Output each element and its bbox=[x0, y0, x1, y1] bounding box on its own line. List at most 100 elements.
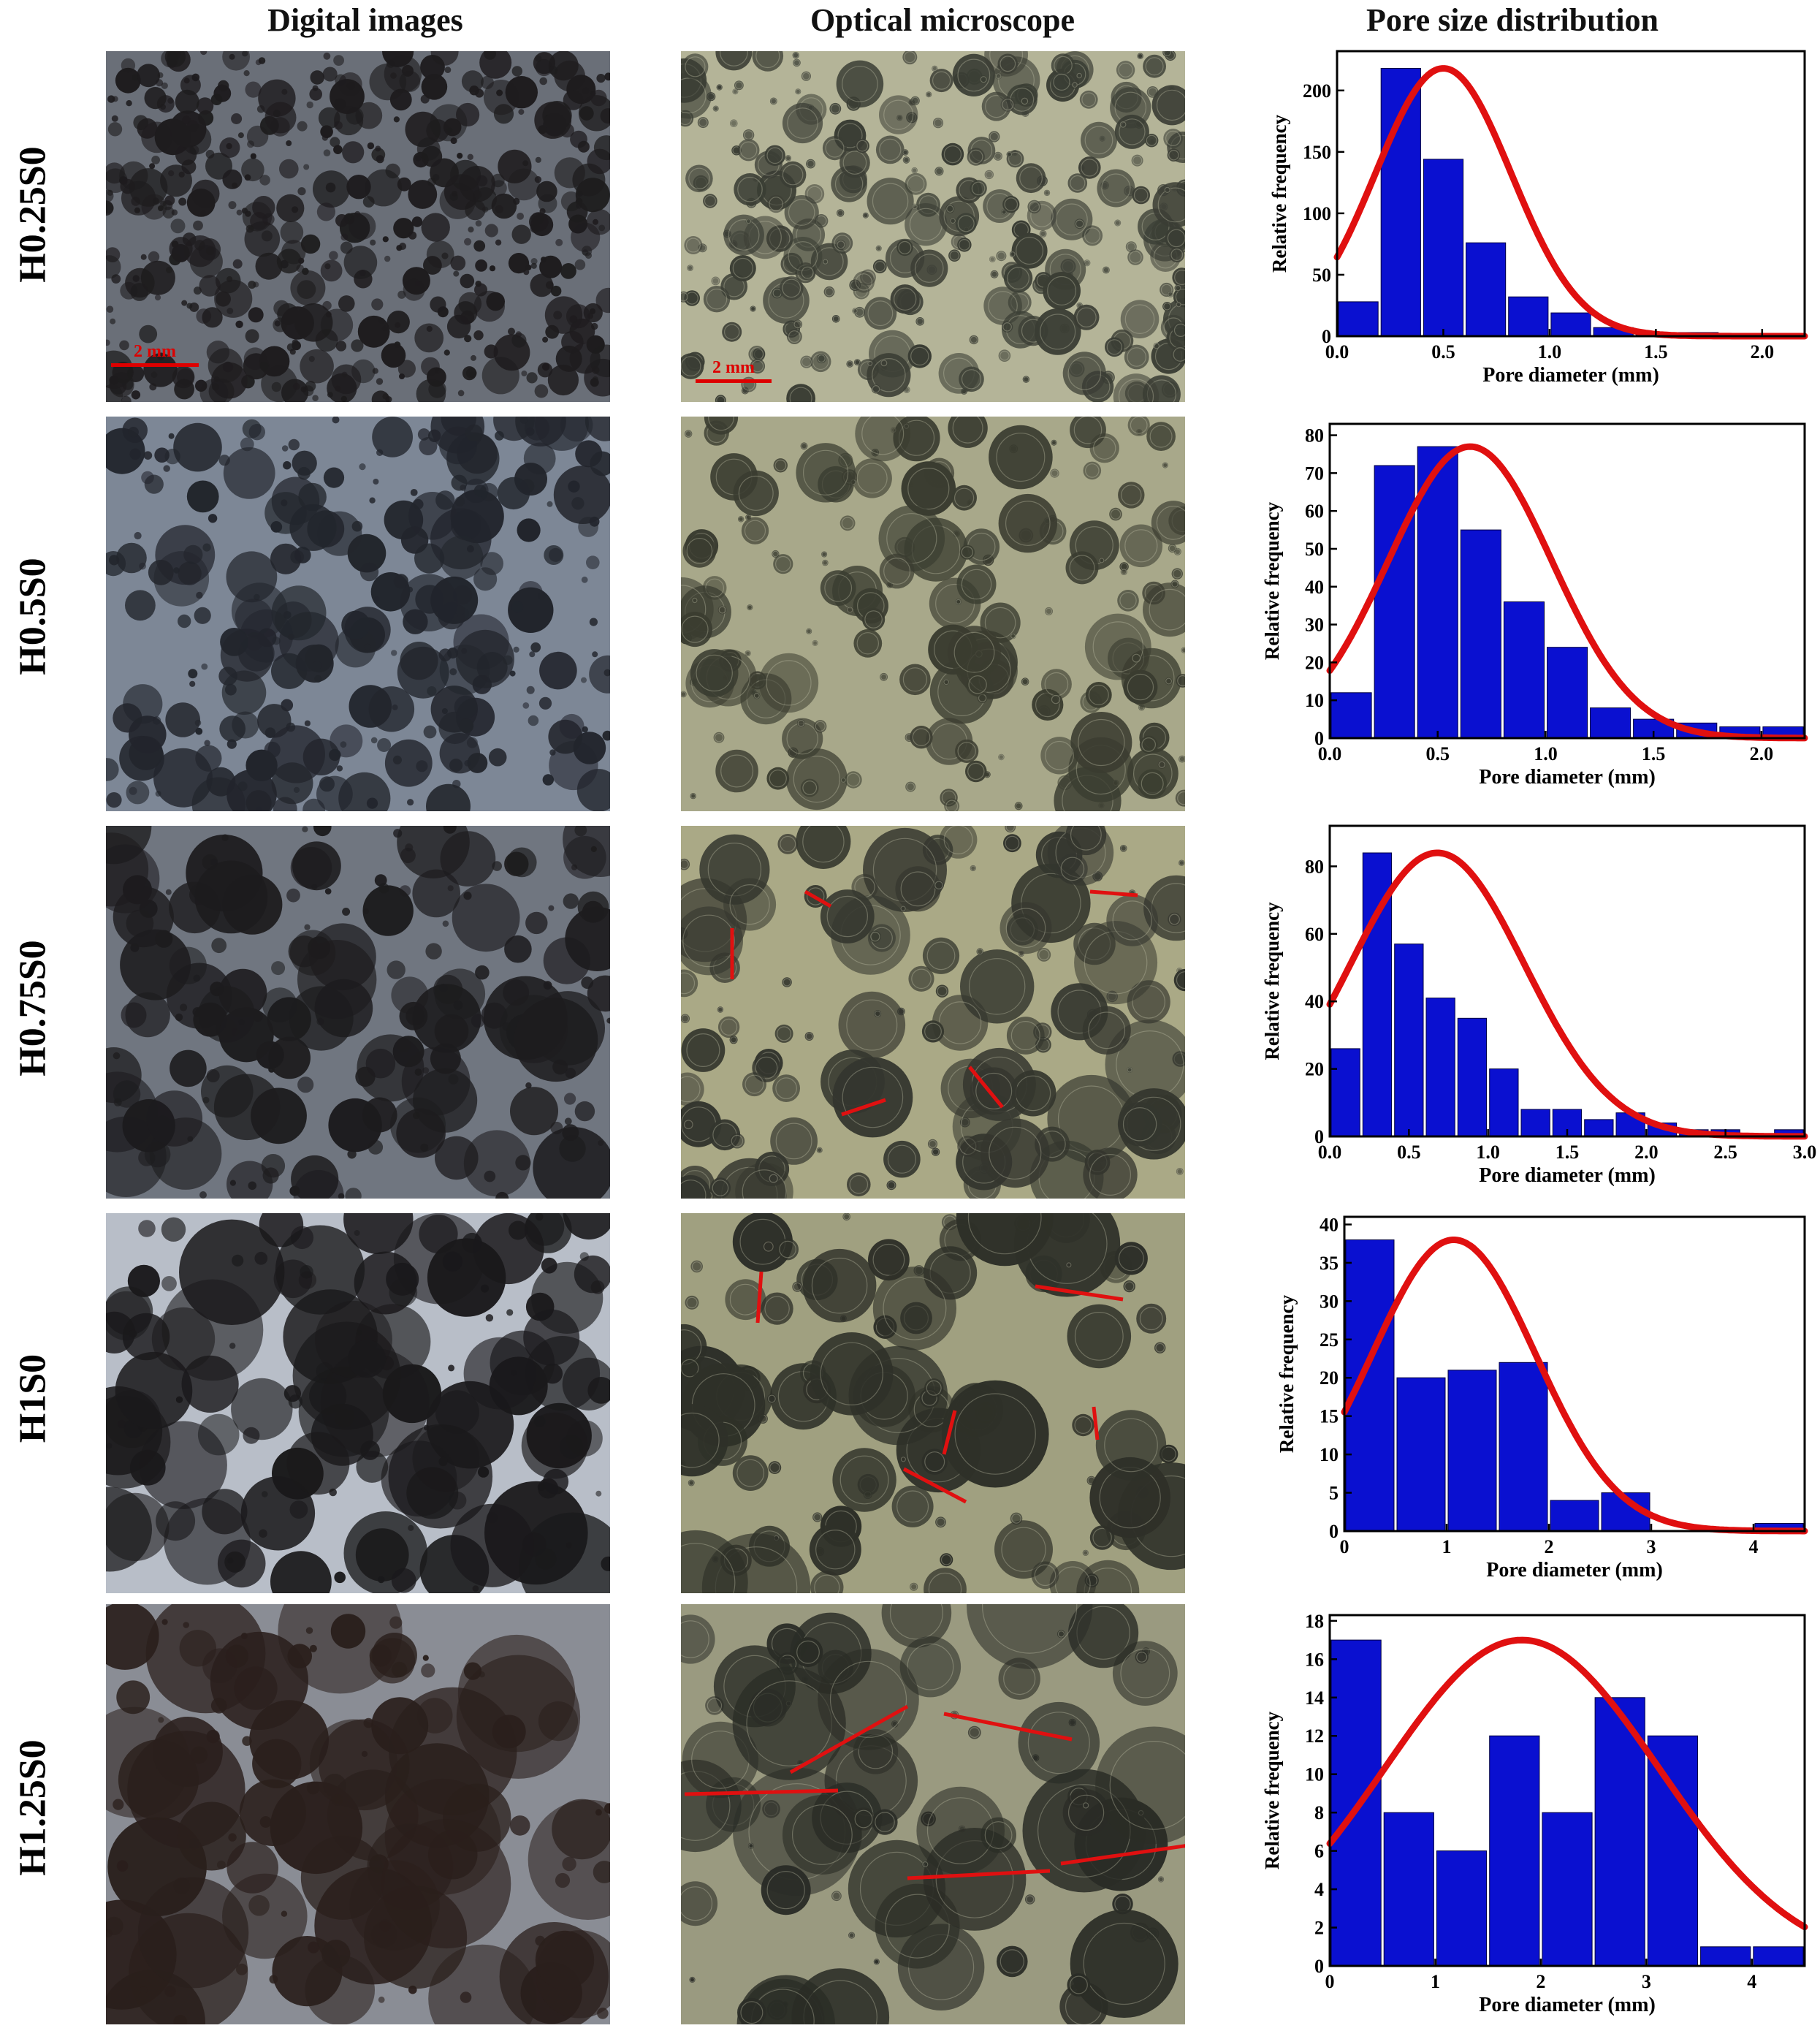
pore bbox=[302, 738, 340, 775]
pore bbox=[450, 255, 466, 271]
pore bbox=[250, 153, 256, 159]
pore bbox=[1072, 1413, 1094, 1437]
pore bbox=[464, 760, 471, 767]
pore bbox=[302, 798, 325, 811]
pore bbox=[248, 281, 256, 289]
bar bbox=[1447, 1370, 1497, 1532]
measurement-line bbox=[1092, 1406, 1100, 1440]
pore bbox=[157, 72, 164, 78]
y-tick-label: 15 bbox=[1320, 1406, 1339, 1427]
pore bbox=[1117, 1102, 1162, 1147]
x-tick-label: 1.5 bbox=[1644, 341, 1668, 362]
pore bbox=[1049, 1561, 1097, 1593]
pore bbox=[1135, 1650, 1149, 1664]
pore bbox=[831, 1891, 842, 1902]
bar bbox=[1436, 1850, 1488, 1967]
pore bbox=[883, 1140, 921, 1178]
pore bbox=[271, 961, 286, 976]
pore bbox=[473, 240, 486, 252]
y-tick-label: 2 bbox=[1314, 1918, 1324, 1939]
pore bbox=[272, 637, 281, 645]
pore bbox=[416, 379, 446, 402]
pore bbox=[853, 271, 875, 293]
pore bbox=[809, 1523, 861, 1576]
pore bbox=[560, 263, 576, 279]
pore bbox=[766, 767, 790, 790]
pore bbox=[286, 1432, 350, 1495]
pore bbox=[414, 281, 421, 287]
pore bbox=[153, 1717, 223, 1787]
pore bbox=[366, 797, 378, 809]
pore bbox=[940, 1553, 953, 1567]
pore bbox=[421, 1663, 435, 1678]
pore bbox=[370, 737, 378, 744]
pore bbox=[729, 1036, 738, 1044]
pore bbox=[207, 514, 218, 523]
pore bbox=[280, 221, 304, 244]
pore bbox=[153, 551, 210, 607]
pore bbox=[563, 1213, 610, 1240]
pore bbox=[590, 378, 599, 387]
pore bbox=[597, 338, 604, 345]
pore bbox=[796, 443, 856, 503]
pore bbox=[397, 177, 411, 191]
pore bbox=[554, 157, 585, 189]
pore bbox=[473, 330, 484, 341]
pore bbox=[402, 64, 414, 77]
pore bbox=[725, 1279, 766, 1321]
y-tick-label: 14 bbox=[1305, 1687, 1324, 1709]
pore bbox=[956, 564, 997, 604]
pore bbox=[283, 1385, 301, 1402]
pore bbox=[534, 176, 542, 183]
pore bbox=[305, 1627, 313, 1634]
pore bbox=[469, 371, 475, 378]
pore bbox=[713, 732, 725, 743]
pore bbox=[278, 1604, 403, 1694]
pore bbox=[156, 79, 164, 87]
pore bbox=[800, 778, 819, 797]
pore bbox=[186, 480, 219, 513]
pore bbox=[290, 846, 332, 889]
pore bbox=[932, 65, 938, 72]
pore bbox=[288, 438, 300, 451]
pore bbox=[460, 1991, 472, 2003]
pore bbox=[1138, 769, 1168, 799]
pore bbox=[690, 1260, 703, 1273]
pore bbox=[729, 255, 756, 281]
pore bbox=[139, 324, 158, 343]
x-tick-label: 1.0 bbox=[1538, 341, 1562, 362]
pore bbox=[1027, 200, 1041, 214]
pore bbox=[1146, 422, 1176, 451]
bar bbox=[1394, 943, 1424, 1137]
pore bbox=[191, 179, 220, 208]
pore bbox=[1153, 342, 1160, 349]
pore bbox=[175, 1013, 183, 1022]
pore bbox=[106, 792, 122, 808]
x-tick-label: 0 bbox=[1340, 1536, 1349, 1557]
pore bbox=[574, 1255, 610, 1294]
pore bbox=[681, 691, 687, 698]
pore bbox=[585, 417, 610, 441]
pore bbox=[391, 1568, 416, 1593]
pore bbox=[334, 121, 343, 130]
bar bbox=[1489, 1068, 1519, 1137]
x-tick-label: 2.0 bbox=[1750, 743, 1774, 764]
pore bbox=[420, 1143, 429, 1152]
pore bbox=[121, 1002, 147, 1028]
pore bbox=[1010, 1070, 1056, 1117]
pore bbox=[845, 771, 862, 789]
bar bbox=[1425, 998, 1455, 1137]
pore bbox=[232, 711, 259, 739]
pore bbox=[210, 858, 218, 866]
pore bbox=[1174, 284, 1182, 292]
pore bbox=[581, 677, 587, 683]
pore bbox=[752, 51, 784, 72]
pore bbox=[862, 212, 869, 219]
pore bbox=[443, 826, 457, 834]
pore bbox=[199, 1191, 207, 1199]
pore bbox=[1014, 802, 1023, 810]
pore bbox=[566, 75, 596, 105]
y-tick-label: 10 bbox=[1320, 1444, 1339, 1465]
pore bbox=[839, 147, 870, 178]
pore bbox=[461, 70, 484, 93]
